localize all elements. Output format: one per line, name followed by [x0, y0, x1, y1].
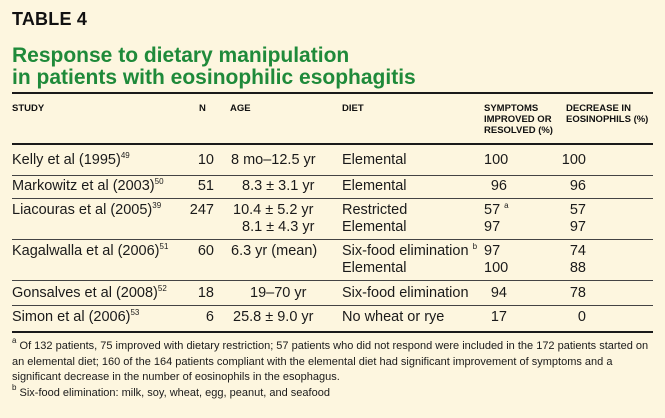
age-cell-2: 8.1 ± 4.3 yr [242, 219, 315, 235]
row-divider [12, 175, 653, 176]
title-line-2: in patients with eosinophilic esophagiti… [12, 66, 416, 89]
decrease-cell-2: 97 [569, 219, 586, 235]
n-cell: 18 [197, 285, 214, 301]
diet-cell-2: Elemental [342, 219, 407, 235]
age-cell: 10.4 ± 5.2 yr [233, 202, 314, 218]
n-cell: 51 [197, 178, 214, 194]
diet-cell: Six-food elimination [342, 285, 469, 301]
n-cell: 247 [189, 202, 214, 218]
header-diet: DIET [342, 103, 364, 114]
symptoms-cell-2: 100 [484, 260, 509, 276]
age-cell: 8.3 ± 3.1 yr [242, 178, 315, 194]
table-bottom-rule [12, 331, 653, 333]
row-divider [12, 280, 653, 281]
study-cell: Gonsalves et al (2008)52 [12, 284, 167, 302]
n-cell: 6 [205, 309, 214, 325]
header-age: AGE [230, 103, 251, 114]
row-divider [12, 198, 653, 199]
table-label: TABLE 4 [12, 9, 88, 29]
header-symptoms: SYMPTOMS IMPROVED OR RESOLVED (%) [484, 103, 553, 136]
header-top-rule [12, 92, 653, 94]
header-n: N [199, 103, 206, 114]
diet-cell: Elemental [342, 152, 407, 168]
row-divider [12, 239, 653, 240]
age-cell: 25.8 ± 9.0 yr [233, 309, 314, 325]
symptoms-cell: 17 [490, 309, 507, 325]
symptoms-cell: 96 [490, 178, 507, 194]
footnote-b: b Six-food elimination: milk, soy, wheat… [12, 383, 330, 400]
diet-cell: Elemental [342, 178, 407, 194]
symptoms-cell-2: 97 [484, 219, 501, 235]
diet-cell: Six-food elimination b [342, 242, 478, 260]
table-title: Response to dietary manipulation in pati… [12, 45, 416, 89]
age-cell: 8 mo–12.5 yr [231, 152, 316, 168]
header-decrease: DECREASE IN EOSINOPHILS (%) [566, 103, 649, 125]
symptoms-cell: 100 [484, 152, 509, 168]
study-cell: Kagalwalla et al (2006)51 [12, 242, 169, 260]
decrease-cell: 78 [569, 285, 586, 301]
study-cell: Simon et al (2006)53 [12, 308, 140, 326]
decrease-cell: 57 [569, 202, 586, 218]
title-line-1: Response to dietary manipulation [12, 44, 350, 67]
decrease-cell-2: 88 [569, 260, 586, 276]
header-study: STUDY [12, 103, 45, 114]
n-cell: 60 [197, 243, 214, 259]
diet-cell-2: Elemental [342, 260, 407, 276]
study-cell: Liacouras et al (2005)39 [12, 201, 162, 219]
decrease-cell: 74 [569, 243, 586, 259]
header-bottom-rule [12, 143, 653, 145]
decrease-cell: 100 [561, 152, 586, 168]
diet-cell: Restricted [342, 202, 408, 218]
age-cell: 6.3 yr (mean) [231, 243, 318, 259]
diet-cell: No wheat or rye [342, 309, 445, 325]
decrease-cell: 0 [577, 309, 586, 325]
footnote-a: a Of 132 patients, 75 improved with diet… [12, 336, 649, 384]
study-cell: Kelly et al (1995)49 [12, 151, 130, 169]
age-cell: 19–70 yr [250, 285, 307, 301]
symptoms-cell: 94 [490, 285, 507, 301]
symptoms-cell: 57 a [484, 201, 509, 219]
study-cell: Markowitz et al (2003)50 [12, 177, 164, 195]
n-cell: 10 [197, 152, 214, 168]
decrease-cell: 96 [569, 178, 586, 194]
symptoms-cell: 97 [484, 243, 501, 259]
row-divider [12, 305, 653, 306]
